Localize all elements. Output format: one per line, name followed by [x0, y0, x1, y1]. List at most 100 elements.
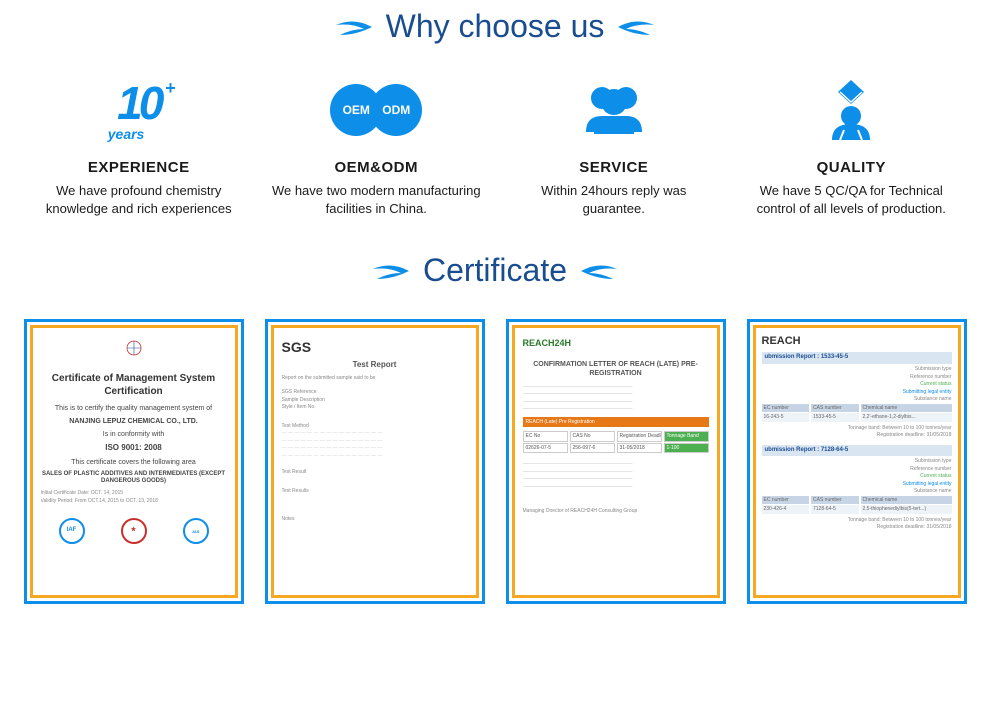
cert-line: SGS Reference [282, 389, 468, 396]
cert-filler: — — — — — — — — — — — — — — — — [282, 430, 468, 437]
cert-td: 1-100 [664, 443, 709, 454]
feature-title: SERVICE [579, 159, 648, 176]
odm-circle: ODM [370, 84, 422, 136]
cert-label: Submitting legal entity [762, 481, 952, 488]
cert-line: Tonnage band: Between 10 to 100 tonnes/y… [762, 425, 952, 432]
service-icon [569, 75, 659, 145]
report-title: ubmission Report : 1533-45-5 [762, 352, 952, 364]
leaf-right-icon [579, 259, 619, 283]
cert-company: NANJING LEPUZ CHEMICAL CO., LTD. [41, 417, 227, 426]
ten-number: 10 [117, 77, 160, 129]
cert-label: Current status [762, 381, 952, 388]
cert-title: Test Report [282, 360, 468, 370]
certificate-section: Certificate Certificate of Management Sy… [0, 252, 990, 604]
cert-filler: —————————————————————— [523, 461, 709, 468]
cert-line: Sample Description [282, 397, 468, 404]
cert-scope: SALES OF PLASTIC ADDITIVES AND INTERMEDI… [41, 471, 227, 487]
cert-table-row: 230-426-4 7128-64-5 2,5-thiophenediylbis… [762, 505, 952, 514]
cert-line: Registration deadline: 31/05/2018 [762, 432, 952, 439]
feature-quality: QUALITY We have 5 QC/QA for Technical co… [746, 75, 956, 217]
cert-sgs-card: SGS Test Report Report on the submitted … [265, 319, 485, 604]
sgs-logo: SGS [282, 338, 468, 356]
cert-td: 02626-07-5 [523, 443, 568, 454]
cert-line: Initial Certificate Date: OCT. 14, 2015 [41, 490, 227, 497]
cert-label: Reference number [762, 466, 952, 473]
cert-label: Substance name [762, 488, 952, 495]
cert-label: Submitting legal entity [762, 389, 952, 396]
reach-logo: REACH [762, 334, 952, 348]
reach24h-logo: REACH24H [523, 338, 709, 350]
cert-line: Test Method [282, 423, 468, 430]
cert-filler: —————————————————————— [523, 399, 709, 406]
feature-desc: Within 24hours reply was guarantee. [509, 182, 719, 217]
cert-standard: ISO 9001: 2008 [41, 443, 227, 453]
cert-filler: —————————————————————— [523, 476, 709, 483]
oem-odm-icon: OEM ODM [331, 75, 421, 145]
report-title: ubmission Report : 7128-64-5 [762, 445, 952, 457]
feature-title: QUALITY [817, 159, 886, 176]
cert-table-header: EC number CAS number Chemical name [762, 404, 952, 413]
quality-icon [806, 75, 896, 145]
cert-line: Style / Item No. [282, 404, 468, 411]
cert-line: Test Result [282, 469, 468, 476]
cert-label: Substance name [762, 396, 952, 403]
cert-th: CAS number [811, 496, 859, 505]
feature-oem-odm: OEM ODM OEM&ODM We have two modern manuf… [271, 75, 481, 217]
seal-badge: ★ [121, 518, 147, 544]
certificate-header: Certificate [0, 252, 990, 289]
cert-table-header: EC number CAS number Chemical name [762, 496, 952, 505]
cert-filler: —————————————————————— [523, 469, 709, 476]
feature-desc: We have 5 QC/QA for Technical control of… [746, 182, 956, 217]
cert-label: Reference number [762, 374, 952, 381]
feature-desc: We have two modern manufacturing facilit… [271, 182, 481, 217]
feature-title: EXPERIENCE [88, 159, 190, 176]
cert-td: 1533-45-5 [811, 413, 859, 422]
certificates-row: Certificate of Management System Certifi… [0, 319, 990, 604]
cert-line: Registration deadline: 31/05/2018 [762, 524, 952, 531]
ten-years-icon: 10 + years [94, 75, 184, 145]
iaf-badge: IAF [59, 518, 85, 544]
cert-th: EC number [762, 496, 810, 505]
why-choose-header: Why choose us [0, 8, 990, 45]
cert-label: Current status [762, 473, 952, 480]
cert-line: Report on the submitted sample said to b… [282, 375, 468, 382]
cert-th: CAS No [570, 431, 615, 442]
cert-td: 31-05/2018 [617, 443, 662, 454]
cert-title: CONFIRMATION LETTER OF REACH (LATE) PRE-… [523, 360, 709, 378]
leaf-left-icon [334, 15, 374, 39]
cert-conformity: Is in conformity with [41, 430, 227, 439]
cert-td: 256-097-6 [570, 443, 615, 454]
features-row: 10 + years EXPERIENCE We have profound c… [0, 75, 990, 217]
cert-table-row: 02626-07-5 256-097-6 31-05/2018 1-100 [523, 443, 709, 454]
cert-banner: REACH (Late) Pre Registration [523, 417, 709, 428]
cert-filler: —————————————————————— [523, 384, 709, 391]
feature-experience: 10 + years EXPERIENCE We have profound c… [34, 75, 244, 217]
cert-th: Tonnage Band [664, 431, 709, 442]
cert-line: Notes [282, 516, 468, 523]
cert-label: Submission type [762, 458, 952, 465]
cert-filler: —————————————————————— [523, 484, 709, 491]
cert-reach-card: REACH ubmission Report : 1533-45-5 Submi… [747, 319, 967, 604]
leaf-right-icon [616, 15, 656, 39]
why-choose-title: Why choose us [386, 8, 605, 45]
ten-plus: + [165, 78, 176, 99]
cert-table-header: EC No CAS No Registration Deadline Tonna… [523, 431, 709, 442]
cert-label: Submission type [762, 366, 952, 373]
cert-filler: —————————————————————— [523, 406, 709, 413]
cert-td: 7128-64-5 [811, 505, 859, 514]
cert-th: EC No [523, 431, 568, 442]
cert-filler: —————————————————————— [523, 391, 709, 398]
iso-emblem-icon [119, 338, 149, 362]
cert-heading: Certificate of Management System Certifi… [41, 372, 227, 398]
cert-filler: — — — — — — — — — — — — — — — — [282, 453, 468, 460]
feature-desc: We have profound chemistry knowledge and… [34, 182, 244, 217]
cert-badges: IAF ★ JAS [41, 518, 227, 544]
cert-line: Test Results [282, 488, 468, 495]
cert-td: 2,2'-ethane-1,2-diylbis... [861, 413, 952, 422]
cert-line: Validity Period: From OCT.14, 2015 to OC… [41, 498, 227, 505]
cert-filler: — — — — — — — — — — — — — — — — [282, 438, 468, 445]
ten-years-label: years [108, 126, 145, 142]
cert-line: Tonnage band: Between 10 to 100 tonnes/y… [762, 517, 952, 524]
cert-td: 230-426-4 [762, 505, 810, 514]
cert-covers: This certificate covers the following ar… [41, 458, 227, 467]
